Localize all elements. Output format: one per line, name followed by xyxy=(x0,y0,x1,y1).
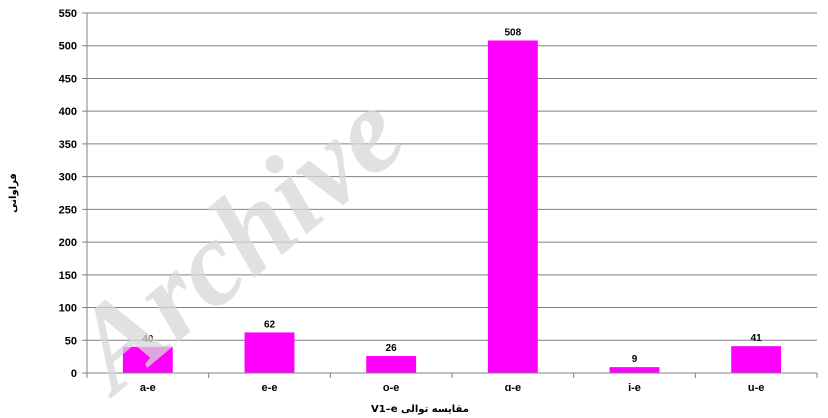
x-axis-categories: a-e e-e o-e ɑ-e i-e u-e xyxy=(87,373,817,394)
y-tick-label: 250 xyxy=(59,204,77,216)
y-tick-label: 300 xyxy=(59,172,77,184)
y-tick-label: 0 xyxy=(71,368,77,380)
category-label-ɑ-e: ɑ-e xyxy=(505,382,522,394)
bar-ɑ-e xyxy=(488,40,538,373)
data-label-o-e: 26 xyxy=(386,343,398,354)
y-tick-label: 500 xyxy=(59,41,77,53)
y-axis-title: فراوانی xyxy=(8,173,19,213)
category-label-o-e: o-e xyxy=(383,382,400,394)
data-label-ɑ-e: 508 xyxy=(504,27,521,38)
category-label-u-e: u-e xyxy=(748,382,765,394)
y-tick-label: 350 xyxy=(59,139,77,151)
y-tick-label: 200 xyxy=(59,237,77,249)
y-tick-label: 450 xyxy=(59,73,77,85)
y-tick-label: 150 xyxy=(59,270,77,282)
category-label-i-e: i-e xyxy=(628,382,641,394)
bar-i-e xyxy=(610,367,660,373)
data-label-e-e: 62 xyxy=(264,319,276,330)
x-axis-title: مقایسه توالی V1–e xyxy=(371,404,469,415)
y-tick-label: 550 xyxy=(59,8,77,20)
data-label-i-e: 9 xyxy=(632,354,638,365)
y-tick-label: 400 xyxy=(59,106,77,118)
bar-o-e xyxy=(366,356,416,373)
data-label-u-e: 41 xyxy=(751,333,763,344)
bar-u-e xyxy=(731,346,781,373)
bar-e-e xyxy=(245,332,295,373)
category-label-e-e: e-e xyxy=(262,382,278,394)
